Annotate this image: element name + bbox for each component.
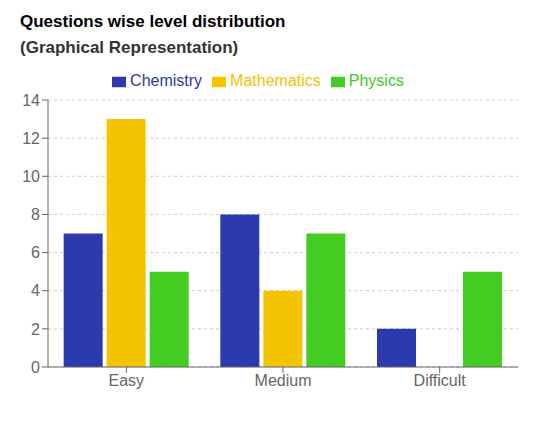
- svg-text:0: 0: [31, 359, 40, 376]
- html-text:Questions wise level distribut: Questions wise level distribution: [20, 12, 286, 31]
- svg-text:12: 12: [22, 130, 40, 147]
- html-text:Mathematics: Mathematics: [230, 72, 321, 89]
- svg-text:4: 4: [31, 282, 40, 299]
- svg-text:2: 2: [31, 321, 40, 338]
- svg-text:14: 14: [22, 92, 40, 109]
- svg-text:10: 10: [22, 168, 40, 185]
- svg-text:8: 8: [31, 206, 40, 223]
- html-text:Physics: Physics: [348, 72, 404, 89]
- html-text:Chemistry: Chemistry: [130, 72, 203, 89]
- svg-text:Medium: Medium: [255, 372, 312, 389]
- svg-text:Easy: Easy: [109, 372, 145, 389]
- html-text:(Graphical Representation): (Graphical Representation): [20, 38, 239, 57]
- svg-text:6: 6: [31, 244, 40, 261]
- svg-text:Difficult: Difficult: [414, 372, 467, 389]
